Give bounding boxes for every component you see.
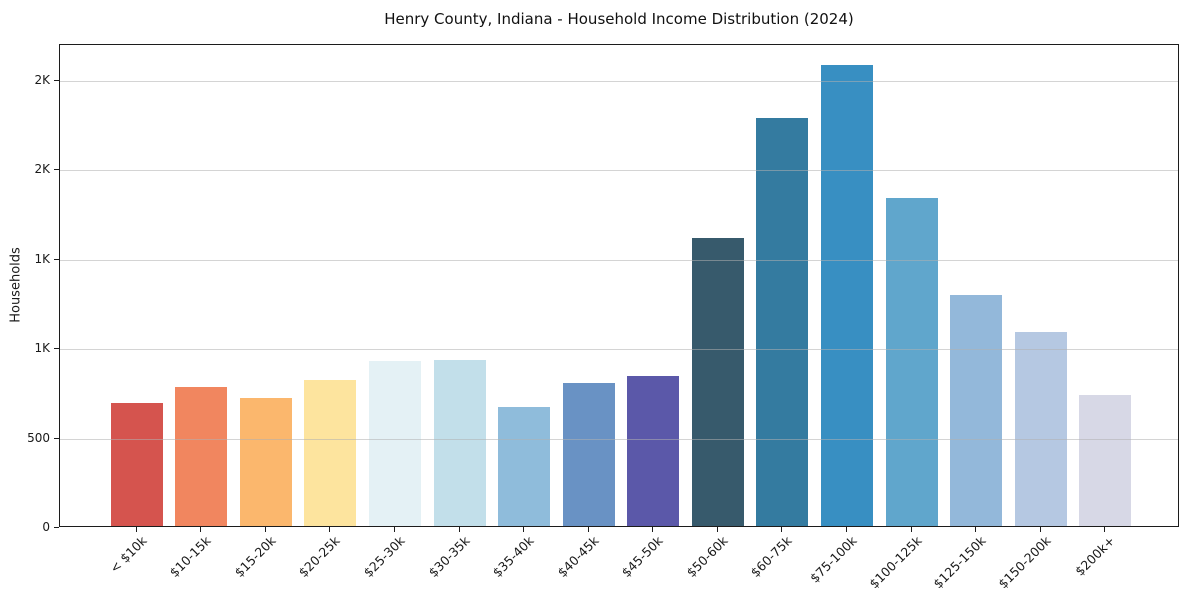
x-tick-mark: [652, 527, 654, 532]
y-tick-mark: [54, 527, 59, 528]
gridline: [60, 80, 1178, 82]
y-tick-label: 2K: [34, 72, 50, 87]
bar: [110, 403, 163, 526]
x-tick-label: $30-35k: [425, 533, 473, 581]
y-tick-label: 1K: [34, 341, 50, 356]
bar: [175, 387, 228, 526]
bar: [368, 360, 421, 526]
x-tick-label: $35-40k: [489, 533, 537, 581]
x-tick-mark: [264, 527, 266, 532]
x-tick-mark: [781, 527, 783, 532]
bar: [691, 238, 744, 526]
bar: [1079, 395, 1132, 526]
y-tick-label: 1K: [34, 251, 50, 266]
x-tick-label: $50-60k: [683, 533, 731, 581]
bar: [562, 382, 615, 526]
x-tick-label: $150-200k: [994, 533, 1054, 590]
x-tick-mark: [393, 527, 395, 532]
y-tick-label: 500: [27, 430, 50, 445]
x-tick-label: $40-45k: [554, 533, 602, 581]
x-tick-mark: [523, 527, 525, 532]
x-tick-label: $45-50k: [618, 533, 666, 581]
x-tick-mark: [716, 527, 718, 532]
x-tick-mark: [910, 527, 912, 532]
x-tick-mark: [1104, 527, 1106, 532]
gridline: [60, 349, 1178, 351]
bar: [433, 359, 486, 526]
bar: [498, 407, 551, 526]
bar: [756, 118, 809, 526]
x-tick-label: $20-25k: [295, 533, 344, 581]
y-tick-mark: [54, 437, 59, 439]
plot-area: [59, 44, 1179, 527]
x-tick-mark: [135, 527, 137, 532]
y-tick-mark: [54, 169, 59, 171]
y-tick-mark: [54, 79, 59, 81]
x-tick-label: $100-125k: [865, 533, 925, 590]
x-tick-label: $75-100k: [806, 533, 860, 586]
x-tick-mark: [200, 527, 202, 532]
bar: [1014, 331, 1067, 526]
x-tick-label: $200k+: [1072, 533, 1118, 579]
x-tick-mark: [845, 527, 847, 532]
y-tick-mark: [54, 258, 59, 260]
x-tick-mark: [975, 527, 977, 532]
gridline: [60, 438, 1178, 440]
bar: [304, 380, 357, 526]
y-tick-label: 2K: [34, 162, 50, 177]
x-tick-label: $15-20k: [231, 533, 279, 581]
x-tick-mark: [587, 527, 589, 532]
bar: [239, 398, 292, 526]
x-tick-mark: [329, 527, 331, 532]
bar: [820, 65, 873, 526]
gridline: [60, 259, 1178, 261]
bar: [885, 197, 938, 526]
x-tick-mark: [458, 527, 460, 532]
x-tick-label: $25-30k: [360, 533, 408, 581]
bar: [627, 375, 680, 526]
gridline: [60, 170, 1178, 172]
y-tick-label: 0: [42, 520, 50, 534]
x-tick-label: $60-75k: [747, 533, 795, 581]
x-tick-label: $125-150k: [930, 533, 989, 590]
x-tick-label: $10-15k: [166, 533, 214, 581]
x-tick-label: < $10k: [106, 533, 150, 576]
y-tick-mark: [54, 348, 59, 350]
chart-title: Henry County, Indiana - Household Income…: [384, 10, 854, 28]
x-tick-mark: [1039, 527, 1041, 532]
bar: [950, 295, 1003, 526]
